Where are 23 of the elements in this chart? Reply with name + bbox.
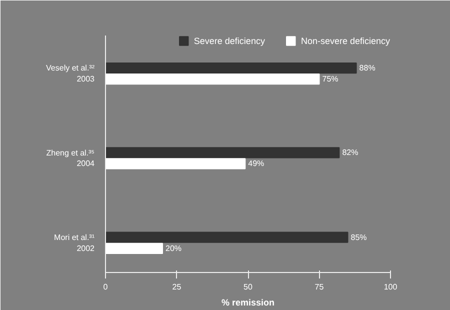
y-tick-label: Zheng et al.³⁵ 2004 <box>46 148 96 168</box>
data-label: 82% <box>342 148 358 158</box>
x-tick-label: 25 <box>172 282 182 292</box>
bar <box>106 158 246 170</box>
x-tick-label: 0 <box>103 282 108 292</box>
data-label: 85% <box>350 232 367 242</box>
x-tick-label: 50 <box>244 282 253 292</box>
bar <box>106 74 320 85</box>
bar <box>106 242 163 254</box>
bar <box>106 147 340 158</box>
bar <box>106 62 357 74</box>
x-axis-title: % remission <box>221 298 275 308</box>
legend-label: Non-severe deficiency <box>300 36 390 46</box>
y-tick-label: Vesely et al.³² 2003 <box>46 64 96 84</box>
x-tick-label: 75 <box>314 282 324 292</box>
data-label: 88% <box>359 64 376 73</box>
legend-label: Severe deficiency <box>194 36 265 46</box>
x-tick-label: 100 <box>384 282 398 292</box>
data-label: 20% <box>166 244 182 253</box>
data-label: 75% <box>322 74 338 84</box>
bar <box>106 232 348 243</box>
data-label: 49% <box>248 159 264 168</box>
y-tick-label: Mori et al.³¹ 2002 <box>54 232 96 253</box>
